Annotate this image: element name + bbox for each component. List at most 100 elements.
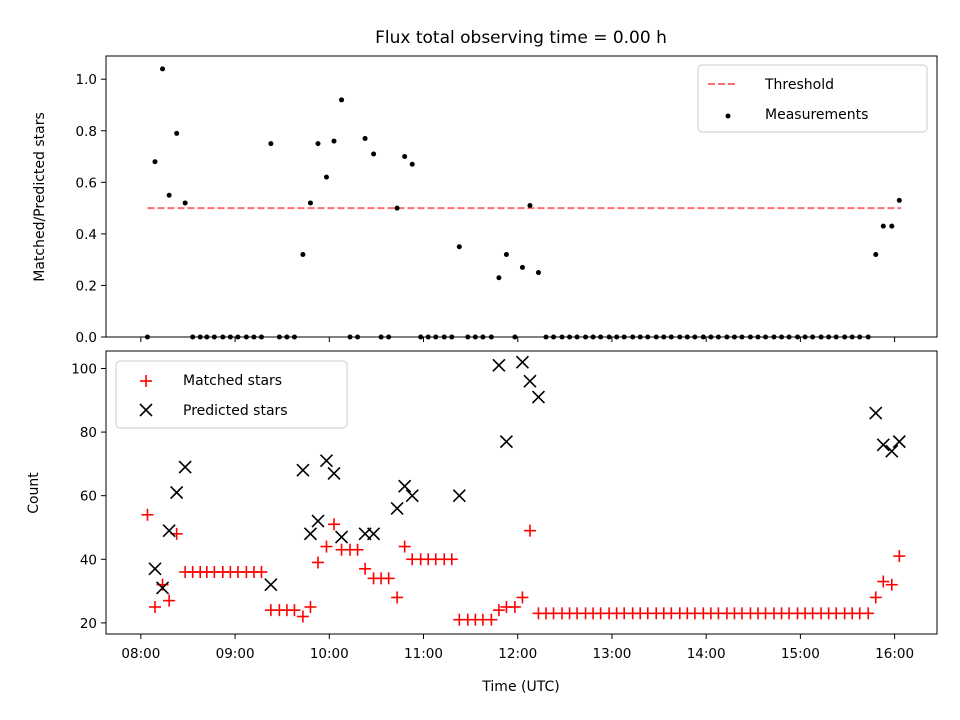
bottom-legend: Matched stars Predicted stars <box>115 360 348 429</box>
predicted-star-point <box>178 460 192 474</box>
top-legend-box <box>697 64 928 133</box>
bottom-axes-frame <box>105 350 938 635</box>
matched-star-point <box>320 540 333 553</box>
matched-star-point <box>516 591 529 604</box>
measurement-point <box>880 223 886 229</box>
predicted-star-point <box>155 581 170 595</box>
predicted-star-point <box>515 355 530 369</box>
bottom-x-tick-label: 15:00 <box>781 646 820 662</box>
predicted-star-point <box>390 501 404 515</box>
measurement-point <box>160 66 166 72</box>
predicted-star-point <box>319 454 334 468</box>
predicted-star-point <box>303 527 318 541</box>
predicted-star-point <box>499 435 513 449</box>
legend-predicted-marker <box>139 403 153 417</box>
bottom-y-tick-label: 60 <box>80 489 97 505</box>
matched-star-point <box>885 578 898 591</box>
top-x-ticks <box>140 337 896 342</box>
predicted-star-point <box>296 463 310 477</box>
measurement-point <box>394 205 400 211</box>
matched-star-point <box>163 594 176 607</box>
measurement-point <box>456 244 462 250</box>
predicted-star-point <box>327 466 341 480</box>
measurement-point <box>889 223 895 229</box>
predicted-star-point <box>885 444 899 458</box>
top-panel: Flux total observing time = 0.00 h 0.00.… <box>32 28 938 346</box>
predicted-star-point <box>869 406 883 420</box>
top-axes-frame <box>105 55 938 338</box>
predicted-star-point <box>311 514 325 528</box>
top-y-tick-label: 0.0 <box>76 330 97 346</box>
matched-star-point <box>311 556 324 569</box>
legend-matched-marker <box>140 375 152 387</box>
matched-star-point <box>359 562 372 575</box>
measurement-point <box>371 151 377 157</box>
matched-star-point <box>351 543 364 556</box>
legend-measurements-marker <box>725 113 731 119</box>
bottom-plot-area <box>141 355 906 626</box>
matched-star-point <box>148 600 161 613</box>
predicted-star-point <box>334 530 349 544</box>
measurement-point <box>362 135 368 141</box>
bottom-x-tick-label: 14:00 <box>687 646 726 662</box>
measurement-point <box>535 270 541 276</box>
measurement-point <box>409 161 415 167</box>
predicted-star-point <box>398 479 412 493</box>
matched-star-point <box>328 518 341 531</box>
matched-star-point <box>141 508 154 521</box>
predicted-star-point <box>148 562 162 576</box>
top-plot-area <box>144 66 902 340</box>
bottom-y-tick-label: 40 <box>80 552 97 568</box>
matched-star-point <box>893 550 906 563</box>
measurement-point <box>402 154 408 160</box>
predicted-star-point <box>405 489 419 503</box>
matched-star-point <box>296 610 309 623</box>
measurement-point <box>300 252 306 258</box>
bottom-y-tick-label: 100 <box>71 361 97 377</box>
legend-predicted-label: Predicted stars <box>183 403 288 419</box>
matched-star-point <box>288 604 301 617</box>
predicted-star-point <box>531 390 546 404</box>
top-y-tick-label: 1.0 <box>76 72 97 88</box>
matched-star-point <box>304 600 317 613</box>
predicted-star-point <box>492 358 506 372</box>
matched-star-point <box>877 575 890 588</box>
bottom-y-tick-label: 20 <box>80 616 97 632</box>
matched-star-point <box>255 565 268 578</box>
matched-star-point <box>862 607 875 620</box>
bottom-x-tick-label: 12:00 <box>498 646 537 662</box>
measurement-point <box>323 174 329 180</box>
measurement-point <box>331 138 337 144</box>
predicted-star-point <box>264 578 278 592</box>
legend-matched-label: Matched stars <box>183 373 282 389</box>
measurement-point <box>152 159 158 165</box>
bottom-x-axis-label: Time (UTC) <box>481 679 559 695</box>
legend-measurements-label: Measurements <box>765 107 868 123</box>
predicted-star-point <box>892 435 906 449</box>
measurement-point <box>268 141 274 147</box>
top-y-ticks: 0.0 0.2 0.4 0.6 0.8 1.0 <box>76 72 106 346</box>
bottom-x-tick-label: 11:00 <box>404 646 443 662</box>
predicted-star-point <box>876 438 890 452</box>
predicted-star-point <box>367 527 381 541</box>
matched-star-point <box>382 572 395 585</box>
top-y-tick-label: 0.6 <box>76 175 97 191</box>
matched-star-point <box>508 600 521 613</box>
measurement-point <box>315 141 321 147</box>
predicted-star-point <box>523 374 537 388</box>
bottom-y-ticks: 20 40 60 80 100 <box>71 361 106 632</box>
measurement-point <box>503 252 509 258</box>
bottom-y-tick-label: 80 <box>80 425 97 441</box>
predicted-star-point <box>452 489 466 503</box>
measurement-point <box>527 203 533 209</box>
matched-star-point <box>391 591 404 604</box>
top-legend: Threshold Measurements <box>697 64 928 133</box>
top-title: Flux total observing time = 0.00 h <box>375 28 667 48</box>
bottom-x-tick-label: 08:00 <box>121 646 160 662</box>
measurement-point <box>174 130 180 136</box>
bottom-y-axis-label: Count <box>26 472 42 514</box>
measurement-point <box>496 275 502 281</box>
matched-star-point <box>523 524 536 537</box>
bottom-x-tick-label: 10:00 <box>310 646 349 662</box>
